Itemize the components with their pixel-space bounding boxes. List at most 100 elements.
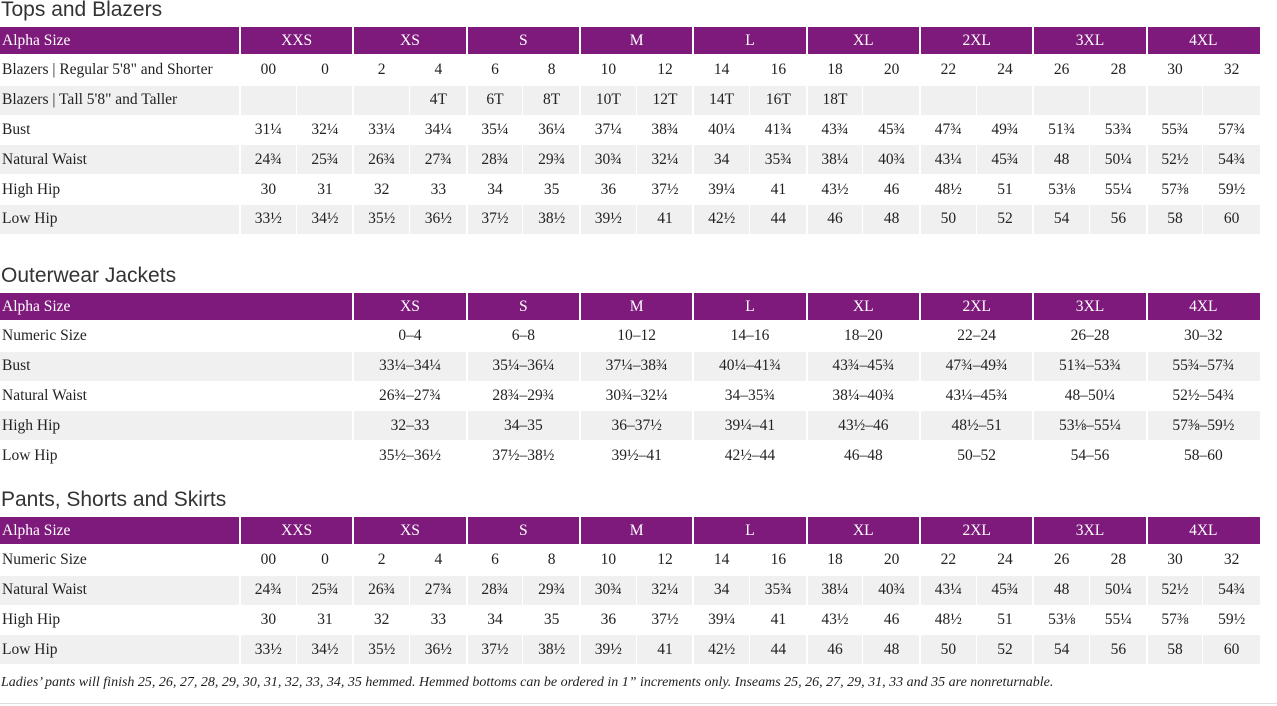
size-header: 2XL [962, 521, 991, 539]
header-row [0, 293, 1260, 320]
column-separator [1032, 441, 1035, 470]
column-separator [239, 85, 241, 115]
column-separator [1032, 575, 1035, 605]
size-header: XL [852, 297, 874, 315]
sub-separator [1202, 145, 1204, 175]
sub-separator [975, 85, 977, 115]
column-separator [692, 411, 695, 441]
sub-separator [409, 85, 410, 115]
cell: 32 [373, 610, 390, 628]
column-separator [805, 381, 808, 411]
cell: 14 [713, 61, 730, 79]
cell: 37½ [481, 640, 509, 658]
column-separator [352, 575, 355, 605]
cell: 4 [434, 61, 443, 79]
sub-separator [635, 605, 637, 635]
cell: 30 [260, 180, 277, 198]
sub-separator [1202, 605, 1204, 635]
sub-separator [1202, 575, 1204, 605]
cell: 51¾ [1048, 120, 1076, 138]
size-header: S [519, 31, 528, 49]
footnote: Ladies’ pants will finish 25, 26, 27, 28… [1, 675, 1054, 690]
column-separator [465, 381, 468, 411]
cell: 46–48 [843, 446, 883, 464]
cell: 10–12 [617, 327, 657, 345]
column-separator [579, 175, 581, 204]
column-separator [465, 115, 468, 145]
column-separator [579, 546, 581, 575]
cell: 36 [600, 610, 617, 628]
column-separator [692, 115, 695, 145]
cell: 53⅛ [1048, 610, 1076, 628]
column-separator [919, 441, 921, 470]
cell: 12T [652, 91, 678, 109]
cell: 34½ [311, 640, 339, 658]
row-background [0, 411, 1260, 441]
column-separator [352, 517, 355, 544]
row-background [0, 351, 1260, 381]
column-separator [692, 85, 695, 115]
sub-separator [975, 56, 977, 85]
size-header: XL [852, 521, 874, 539]
cell: 6 [491, 551, 499, 569]
cell: 43¾–45¾ [832, 357, 895, 375]
sub-separator [749, 175, 750, 204]
column-separator [465, 85, 468, 115]
column-separator [1145, 411, 1148, 441]
size-header: XXS [281, 521, 313, 539]
column-separator [1145, 635, 1148, 665]
header-label: Alpha Size [2, 521, 71, 539]
cell: 18 [827, 61, 843, 79]
cell: 48½–51 [951, 416, 1002, 434]
column-separator [1145, 441, 1148, 470]
cell: 54 [1053, 640, 1070, 658]
column-separator [692, 145, 695, 175]
column-separator [352, 635, 355, 665]
column-separator [692, 546, 695, 575]
sub-separator [295, 175, 297, 204]
size-header: 4XL [1189, 31, 1218, 49]
cell: 40¾ [878, 581, 906, 599]
cell: 56 [1110, 210, 1127, 228]
cell: 58 [1167, 210, 1183, 228]
column-separator [579, 575, 581, 605]
column-separator [1032, 115, 1035, 145]
cell: 46 [883, 180, 900, 198]
sub-separator [409, 605, 410, 635]
size-header: 3XL [1075, 521, 1105, 539]
sub-separator [635, 205, 637, 234]
cell: 4 [434, 551, 443, 569]
column-separator [352, 145, 355, 175]
cell: 34 [487, 180, 503, 198]
cell: 35½ [368, 210, 396, 228]
column-separator [239, 517, 241, 544]
row-label: Bust [2, 357, 31, 375]
column-separator [1145, 575, 1148, 605]
cell: 50–52 [957, 446, 997, 464]
column-separator [465, 175, 468, 204]
sub-separator [635, 85, 637, 115]
column-separator [352, 115, 355, 145]
cell: 39¼–41 [724, 416, 776, 434]
sub-separator [1202, 175, 1204, 204]
cell: 38¾ [651, 120, 679, 138]
sub-separator [635, 635, 637, 665]
cell: 48 [883, 640, 900, 658]
cell: 26¾ [368, 581, 396, 599]
column-separator [465, 575, 468, 605]
cell: 16 [770, 551, 787, 569]
cell: 14T [709, 91, 735, 109]
column-separator [805, 145, 808, 175]
cell: 59½ [1218, 180, 1246, 198]
cell: 34¼ [424, 120, 452, 138]
cell: 37½ [651, 610, 679, 628]
column-separator [1145, 351, 1148, 381]
column-separator [1145, 517, 1148, 544]
cell: 50 [940, 640, 957, 658]
sub-separator [749, 635, 750, 665]
column-separator [1032, 293, 1035, 320]
column-separator [352, 605, 355, 635]
cell: 47¾ [934, 120, 962, 138]
cell: 45¾ [991, 150, 1019, 168]
